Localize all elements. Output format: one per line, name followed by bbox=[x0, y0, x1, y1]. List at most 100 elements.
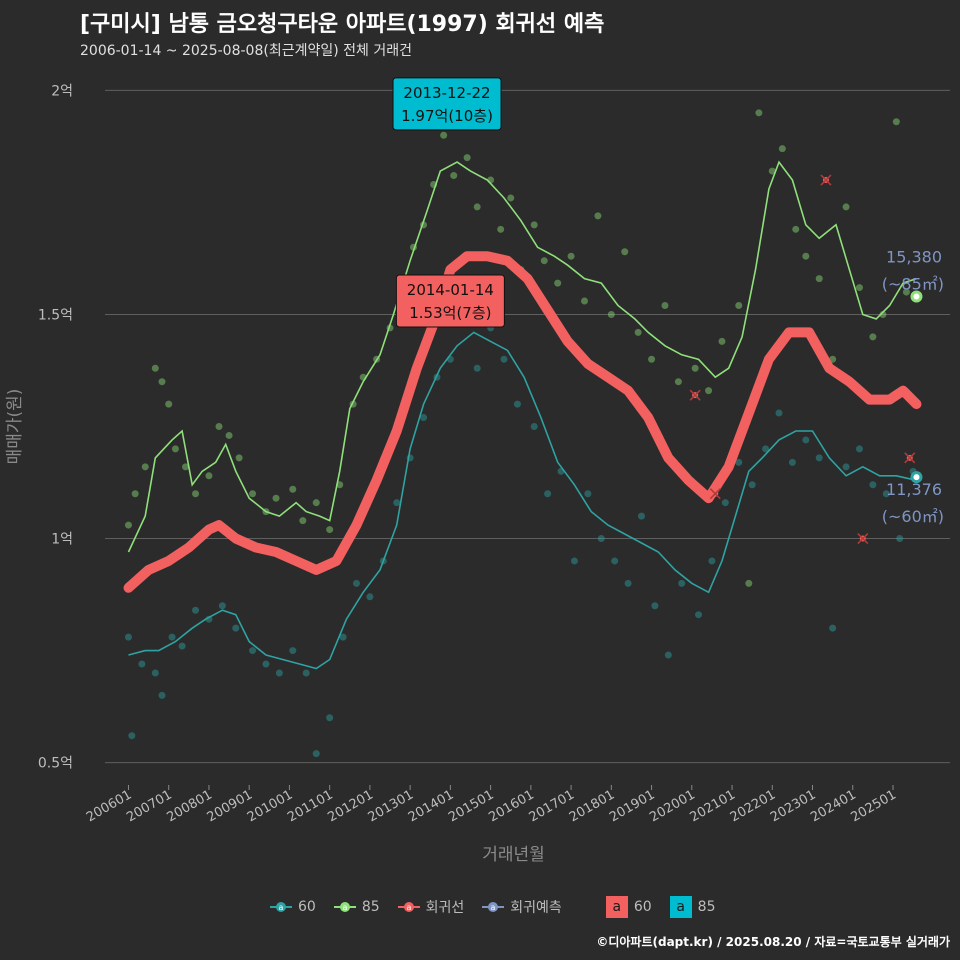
annotation-box-60 bbox=[395, 274, 505, 328]
annotation-date: 2013-12-22 bbox=[403, 84, 490, 102]
scatter-point-60 bbox=[869, 481, 877, 489]
scatter-point-60 bbox=[178, 642, 186, 650]
x-tick-label: 202501 bbox=[849, 787, 899, 825]
scatter-point-85 bbox=[312, 499, 320, 507]
scatter-point-85 bbox=[530, 221, 538, 229]
footer-credit: ©디아파트(dapt.kr) / 2025.08.20 / 자료=국토교통부 실… bbox=[596, 935, 950, 949]
scatter-layer bbox=[124, 109, 917, 758]
legend-item-prediction: a 회귀예측 bbox=[482, 897, 562, 917]
end-point-center bbox=[913, 293, 920, 300]
scatter-point-85 bbox=[607, 310, 615, 318]
series-line-85 bbox=[127, 160, 917, 553]
scatter-point-85 bbox=[131, 490, 139, 498]
scatter-point-85 bbox=[855, 284, 863, 292]
legend-swatch-85: a bbox=[333, 902, 356, 912]
scatter-point-60 bbox=[158, 691, 166, 699]
scatter-point-60 bbox=[896, 535, 904, 543]
scatter-point-60 bbox=[262, 660, 270, 668]
scatter-point-85 bbox=[842, 203, 850, 211]
scatter-point-85 bbox=[151, 364, 159, 372]
scatter-point-85 bbox=[141, 463, 149, 471]
y-tick-label: 1.5억 bbox=[38, 307, 73, 323]
scatter-point-60 bbox=[366, 593, 374, 601]
scatter-point-85 bbox=[674, 378, 682, 386]
scatter-point-60 bbox=[530, 423, 538, 430]
regression-line bbox=[123, 251, 922, 593]
scatter-point-85 bbox=[450, 172, 458, 180]
scatter-point-85 bbox=[778, 145, 786, 153]
scatter-point-85 bbox=[718, 337, 726, 345]
scatter-point-85 bbox=[299, 517, 307, 525]
scatter-point-60 bbox=[855, 445, 863, 453]
scatter-point-60 bbox=[249, 647, 257, 655]
y-tick-label: 2억 bbox=[51, 83, 73, 99]
scatter-point-85 bbox=[815, 275, 823, 283]
outlier-x-marker bbox=[689, 389, 701, 401]
scatter-point-85 bbox=[621, 248, 629, 256]
x-tick-label: 201901 bbox=[607, 787, 657, 825]
scatter-point-85 bbox=[326, 526, 334, 534]
scatter-point-60 bbox=[788, 458, 796, 466]
chart-title: [구미시] 남통 금오청구타운 아파트(1997) 회귀선 예측 bbox=[80, 12, 605, 37]
scatter-point-60 bbox=[275, 669, 283, 677]
scatter-point-60 bbox=[232, 624, 240, 632]
scatter-point-60 bbox=[312, 750, 320, 758]
scatter-point-85 bbox=[755, 109, 763, 117]
scatter-point-60 bbox=[326, 714, 334, 722]
scatter-point-60 bbox=[168, 633, 176, 641]
scatter-point-60 bbox=[352, 579, 360, 587]
x-tick-label: 201301 bbox=[366, 787, 416, 825]
outlier-x-marker bbox=[857, 532, 869, 545]
legend-label-prediction: 회귀예측 bbox=[510, 900, 562, 916]
legend-item-60: a 60 bbox=[270, 899, 316, 915]
end-label-value: 15,380 bbox=[886, 248, 942, 267]
scatter-point-60 bbox=[611, 557, 619, 565]
scatter-point-85 bbox=[540, 257, 548, 265]
svg-text:a: a bbox=[279, 903, 284, 912]
end-point-center bbox=[913, 474, 920, 481]
x-tick-label: 200801 bbox=[164, 787, 214, 825]
scatter-point-60 bbox=[842, 463, 850, 471]
x-tick-label: 201101 bbox=[285, 787, 335, 825]
legend-fill-item-85: a 85 bbox=[669, 896, 715, 918]
scatter-point-60 bbox=[420, 414, 428, 422]
scatter-point-85 bbox=[735, 302, 743, 310]
scatter-point-60 bbox=[748, 481, 756, 489]
scatter-point-60 bbox=[815, 454, 823, 462]
scatter-point-60 bbox=[678, 579, 686, 587]
svg-text:a: a bbox=[342, 903, 347, 912]
scatter-point-85 bbox=[879, 310, 887, 318]
x-tick-label: 200601 bbox=[84, 787, 134, 825]
scatter-point-85 bbox=[648, 355, 656, 363]
series-line-60 bbox=[128, 331, 917, 670]
legend-swatch-prediction: a bbox=[482, 902, 505, 912]
scatter-point-60 bbox=[339, 633, 347, 641]
x-tick-label: 201201 bbox=[325, 787, 375, 825]
scatter-point-60 bbox=[513, 400, 521, 408]
end-label-note: (~60㎡) bbox=[882, 507, 944, 526]
x-tick-label: 202101 bbox=[688, 787, 738, 825]
scatter-point-60 bbox=[664, 651, 672, 659]
legend-item-85: a 85 bbox=[333, 899, 380, 915]
x-tick-label: 200901 bbox=[205, 787, 255, 825]
legend: a 60 a 85 a 회귀선 a 회귀예측 a 60 a 85 bbox=[270, 894, 733, 920]
scatter-point-85 bbox=[902, 288, 910, 296]
x-tick-label: 202301 bbox=[768, 787, 818, 825]
x-tick-label: 202401 bbox=[808, 787, 858, 825]
legend-fill-swatch-60: a bbox=[605, 896, 628, 918]
scatter-point-85 bbox=[463, 154, 471, 162]
x-tick-label: 202001 bbox=[647, 787, 697, 825]
scatter-point-85 bbox=[581, 297, 589, 305]
scatter-point-85 bbox=[225, 431, 233, 439]
outlier-x-marker bbox=[904, 452, 916, 464]
scatter-point-60 bbox=[393, 499, 401, 507]
scatter-point-60 bbox=[289, 647, 297, 655]
scatter-point-60 bbox=[882, 490, 890, 498]
scatter-point-60 bbox=[775, 409, 783, 417]
x-tick-label: 201701 bbox=[527, 787, 577, 825]
scatter-point-60 bbox=[802, 436, 810, 444]
scatter-point-85 bbox=[768, 167, 776, 175]
scatter-point-85 bbox=[165, 400, 173, 408]
scatter-point-85 bbox=[705, 387, 713, 395]
